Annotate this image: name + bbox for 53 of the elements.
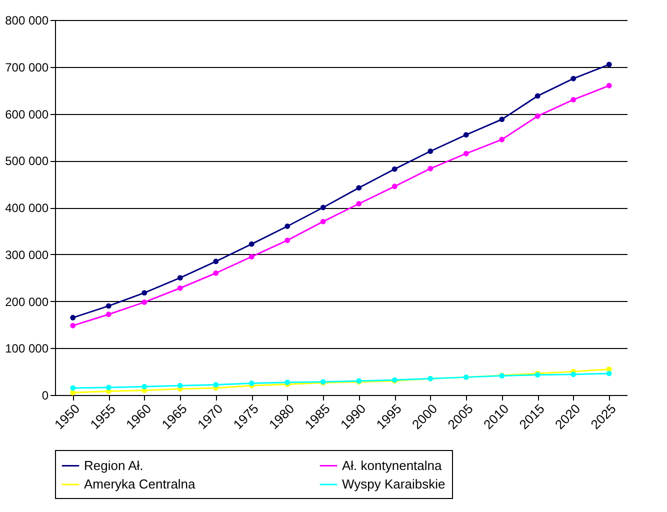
point [392,166,398,172]
point [499,116,505,122]
legend-label: Region Ał. [84,458,144,473]
point [248,241,254,247]
y-tick-label: 0 [42,388,49,402]
point [392,184,398,190]
y-tick-label: 800 000 [5,14,49,28]
point [106,312,112,318]
point [248,254,254,260]
point [70,390,76,396]
y-tick-label: 200 000 [5,294,49,309]
legend-label: Wyspy Karaibskie [342,476,446,492]
point [70,385,76,391]
point [177,275,183,281]
y-tick-label: 400 000 [5,201,49,215]
point [534,113,540,119]
point [463,132,469,138]
y-tick-label: 100 000 [5,342,49,356]
point [606,62,612,68]
y-tick-label: 700 000 [5,60,49,74]
point [428,148,434,154]
legend-label: Ameryka Centralna [84,476,196,492]
point [70,314,76,320]
point [142,384,148,390]
point [177,382,183,388]
point [70,322,76,328]
point [570,96,576,102]
point [606,82,612,88]
point [320,218,326,224]
point [213,270,219,276]
point [606,370,612,376]
point [428,166,434,172]
point [106,303,112,309]
point [177,285,183,291]
point [534,93,540,99]
point [570,76,576,82]
point [213,258,219,264]
point [106,384,112,390]
point [284,224,290,229]
point [499,136,505,142]
point [142,299,148,305]
y-tick-label: 500 000 [5,154,49,168]
point [213,382,219,388]
point [570,372,576,378]
point [356,185,362,191]
y-tick-label: 600 000 [5,107,49,122]
point [284,238,290,244]
point [463,150,469,156]
point [320,204,326,210]
point [356,201,362,206]
legend-label: Ał. kontynentalna [342,458,443,473]
y-tick-label: 300 000 [5,248,49,262]
point [142,290,148,296]
